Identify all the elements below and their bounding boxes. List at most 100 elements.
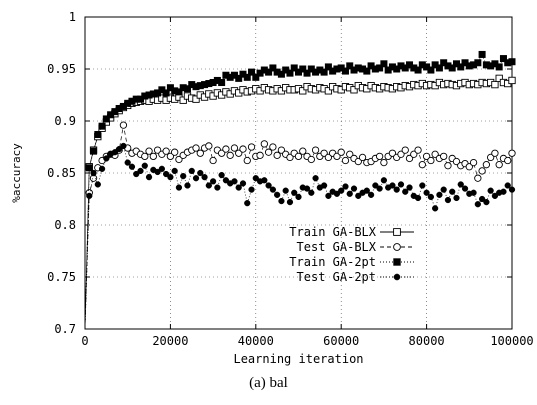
figure-caption: (a) bal [249,375,288,391]
data-point [474,59,482,67]
x-tick-label: 20000 [152,334,188,348]
data-point [248,68,256,76]
y-tick-label: 0.95 [47,62,76,76]
x-axis-label: Learning iteration [233,352,363,366]
data-point [372,182,379,189]
data-point [90,169,97,177]
data-point [209,156,217,165]
data-point [435,64,443,72]
data-point [286,153,294,162]
data-point [406,184,413,191]
series-line [84,77,513,330]
y-tick-label: 0.7 [54,322,76,336]
data-point [239,145,247,153]
legend-marker [393,228,401,236]
chart: 0 20000 40000 60000 80000 100000 0.70.750.80.… [10,10,534,366]
data-point [388,149,397,157]
data-point [192,95,200,103]
data-point [474,174,482,182]
data-point [205,182,212,189]
data-point [290,64,298,72]
data-point [367,191,375,198]
x-axis: 0 20000 40000 60000 80000 100000 [81,17,534,348]
data-point [154,168,161,176]
data-point [504,156,512,165]
data-point [98,165,106,172]
data-point [192,144,200,152]
data-point [277,70,285,78]
data-point [294,152,303,161]
data-point [414,194,422,202]
data-point [171,148,179,156]
data-point [431,150,439,158]
data-point [222,177,230,184]
data-point [491,192,499,200]
data-point [102,115,110,123]
data-point [235,149,243,157]
data-point [218,171,225,179]
data-point [487,187,494,194]
data-point [217,149,226,157]
series-1 [84,74,516,330]
x-tick-label: 40000 [238,334,274,348]
data-point [269,64,277,72]
data-point [350,185,358,192]
data-point [120,142,127,150]
x-tick-label: 60000 [323,334,359,348]
data-point [175,184,183,191]
data-point [341,156,350,165]
data-point [85,164,93,172]
data-point [286,69,294,77]
data-point [410,150,418,158]
data-point [205,142,213,150]
data-point [324,63,332,71]
data-point [299,147,307,155]
data-point [397,150,405,158]
data-point [153,146,162,154]
data-point [111,149,119,156]
data-point [508,76,516,85]
data-point [163,170,170,178]
data-point [247,143,256,151]
series-2 [84,121,516,330]
data-point [354,157,362,166]
data-point [320,149,328,157]
data-point [393,186,400,193]
data-point [491,149,499,157]
data-point [94,131,102,139]
data-point [414,146,422,154]
data-point [405,154,414,163]
y-axis: 0.7 0.75 0.8 0.85 0.9 0.95 1 [47,10,512,336]
data-point [440,186,447,193]
data-point [358,153,367,162]
data-point [239,180,247,187]
x-tick-label: 0 [81,334,88,348]
data-point [235,74,243,82]
data-point [482,161,491,169]
data-point [312,175,319,182]
data-point [508,186,516,193]
x-tick-label: 100000 [490,334,533,348]
data-point [448,64,456,72]
data-point [180,172,187,180]
data-point [226,151,234,159]
data-point [401,146,409,154]
data-point [158,165,165,172]
legend-label: Train GA-2pt [289,255,376,269]
data-point [166,152,175,161]
data-point [116,145,123,153]
data-point [86,192,93,200]
data-point [380,158,388,167]
data-point [376,64,384,72]
data-point [192,175,200,182]
data-point [303,69,311,77]
data-point [324,87,333,95]
data-point [230,144,239,152]
y-tick-label: 0.9 [54,114,76,128]
data-point [90,147,98,155]
data-point [363,187,370,194]
data-point [350,86,358,94]
data-point [209,178,217,185]
data-point [465,163,473,171]
data-point [149,152,157,161]
